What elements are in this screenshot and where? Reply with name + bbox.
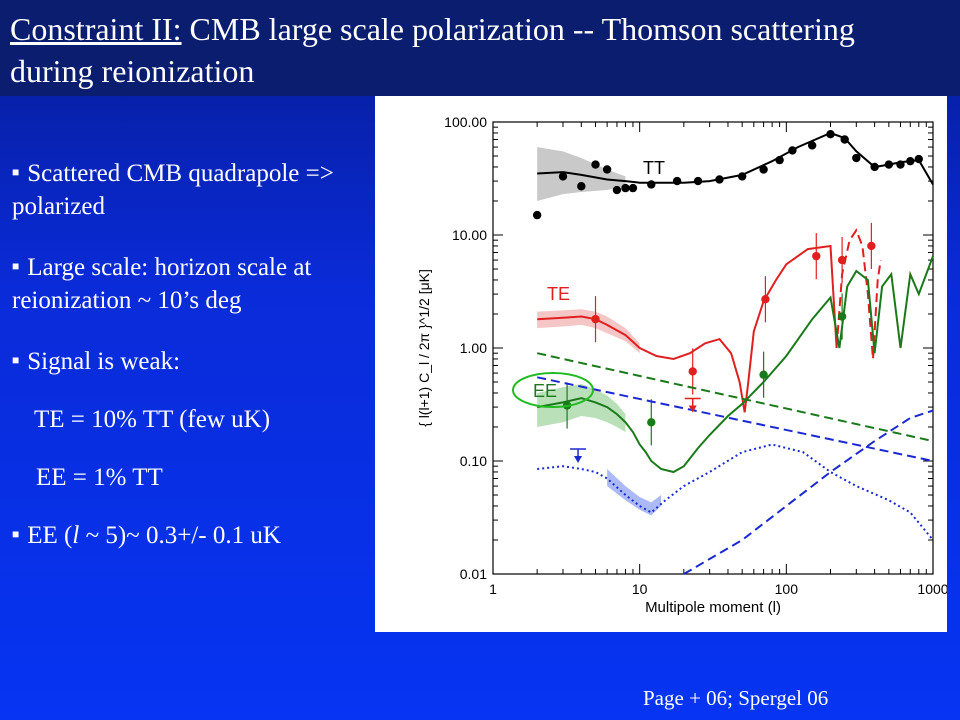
- data-point-tt: [852, 153, 861, 163]
- series-line-te: [537, 244, 838, 413]
- data-point-tt: [840, 135, 849, 144]
- data-point-tt: [807, 141, 817, 150]
- title-bar: [0, 0, 960, 96]
- bullet-text: TE = 10% TT (few uK): [34, 406, 271, 433]
- y-tick-label: 10.00: [452, 227, 487, 243]
- data-point-tt: [759, 165, 768, 174]
- label-ee: EE: [533, 381, 557, 401]
- x-axis-label: Multipole moment (l): [645, 599, 781, 616]
- bullet-subitem: EE = 1% TT: [36, 462, 396, 494]
- y-tick-label: 1.00: [460, 340, 487, 356]
- ee-highlight-ellipse: [512, 372, 594, 408]
- bullet-text: EE = 1% TT: [36, 464, 163, 491]
- bullet-square-icon: ■: [12, 527, 20, 542]
- data-point-tt: [693, 176, 703, 186]
- data-point-tt: [715, 175, 724, 184]
- label-tt: TT: [643, 158, 665, 178]
- data-point-tt: [577, 182, 586, 191]
- data-point-tt: [914, 154, 923, 164]
- series-line-blue-dashed-rising: [683, 409, 934, 575]
- y-axis-label: { l(l+1) C_l / 2π }^1/2 [μK]: [416, 269, 432, 427]
- plot-panel: 1 10 100 1000 0.01 0.10 1.00 10.00 100.00 Multipo…: [375, 96, 949, 632]
- title-prefix: Constraint II:: [10, 11, 182, 47]
- slide-title: Constraint II: CMB large scale polarizat…: [10, 8, 940, 92]
- blue-error-band: [607, 468, 662, 516]
- bullet-subitem: TE = 10% TT (few uK): [34, 404, 394, 436]
- series-line-tt: [537, 131, 934, 186]
- x-tick-label: 1000: [917, 581, 947, 597]
- upper-limit-arrowhead: [688, 405, 697, 413]
- bullet-square-icon: ■: [12, 165, 20, 180]
- data-point-tt: [737, 172, 747, 181]
- title-rest: CMB large scale polarization -- Thomson …: [10, 11, 855, 89]
- series-line-ee: [537, 255, 934, 474]
- bullet-text: Scattered CMB quadrapole => polarized: [12, 160, 334, 221]
- bullet-text: Large scale: horizon scale at reionizati…: [12, 254, 312, 315]
- data-point-tt: [621, 183, 630, 193]
- data-point-tt: [906, 156, 915, 166]
- data-point-tt: [602, 165, 612, 174]
- y-tick-label: 0.10: [460, 453, 487, 469]
- data-point-tt: [591, 160, 600, 169]
- ee-error-band: [537, 384, 626, 433]
- x-tick-label: 10: [632, 581, 648, 597]
- x-tick-label: 1: [489, 581, 497, 597]
- data-point-tt: [628, 183, 638, 193]
- data-point-tt: [672, 176, 682, 186]
- data-point-tt: [558, 172, 568, 181]
- upper-limit-arrowhead: [574, 456, 583, 463]
- y-tick-label: 0.01: [460, 566, 487, 582]
- data-point-tt: [884, 160, 894, 169]
- y-tick-label: 100.00: [444, 114, 487, 130]
- bullet-text-pre: EE (: [27, 522, 73, 549]
- bullet-text: Signal is weak:: [27, 348, 181, 375]
- data-point-tt: [532, 210, 542, 220]
- bullet-item: ■ Large scale: horizon scale at reionizat…: [12, 252, 372, 317]
- te-error-band: [537, 309, 640, 354]
- power-spectrum-chart: 1 10 100 1000 0.01 0.10 1.00 10.00 100.00 Multipo…: [416, 114, 949, 616]
- bullet-text-post: ~ 5)~ 0.3+/- 0.1 uK: [79, 522, 281, 549]
- data-point-tt: [896, 160, 905, 169]
- bullet-text-italic: l: [72, 522, 80, 549]
- data-point-tt: [870, 162, 879, 172]
- label-te: TE: [547, 284, 570, 304]
- bullet-item: ■ Scattered CMB quadrapole => polarized: [12, 158, 372, 223]
- credit: Page + 06; Spergel 06: [643, 686, 829, 710]
- bullet-item: ■ EE (l ~ 5)~ 0.3+/- 0.1 uK: [12, 520, 372, 553]
- bullet-square-icon: ■: [12, 259, 20, 274]
- data-point-tt: [612, 185, 622, 195]
- series-line-blue-dotted: [537, 443, 934, 541]
- data-point-tt: [647, 180, 656, 189]
- x-tick-label: 100: [775, 581, 799, 597]
- bullet-square-icon: ■: [12, 353, 20, 368]
- series-line-blue-dashed: [536, 376, 934, 462]
- data-point-tt: [775, 155, 784, 165]
- bullet-item: ■ Signal is weak:: [12, 346, 372, 379]
- data-point-tt: [826, 129, 835, 139]
- data-point-tt: [788, 146, 797, 155]
- series-line-green-dashed: [536, 352, 934, 443]
